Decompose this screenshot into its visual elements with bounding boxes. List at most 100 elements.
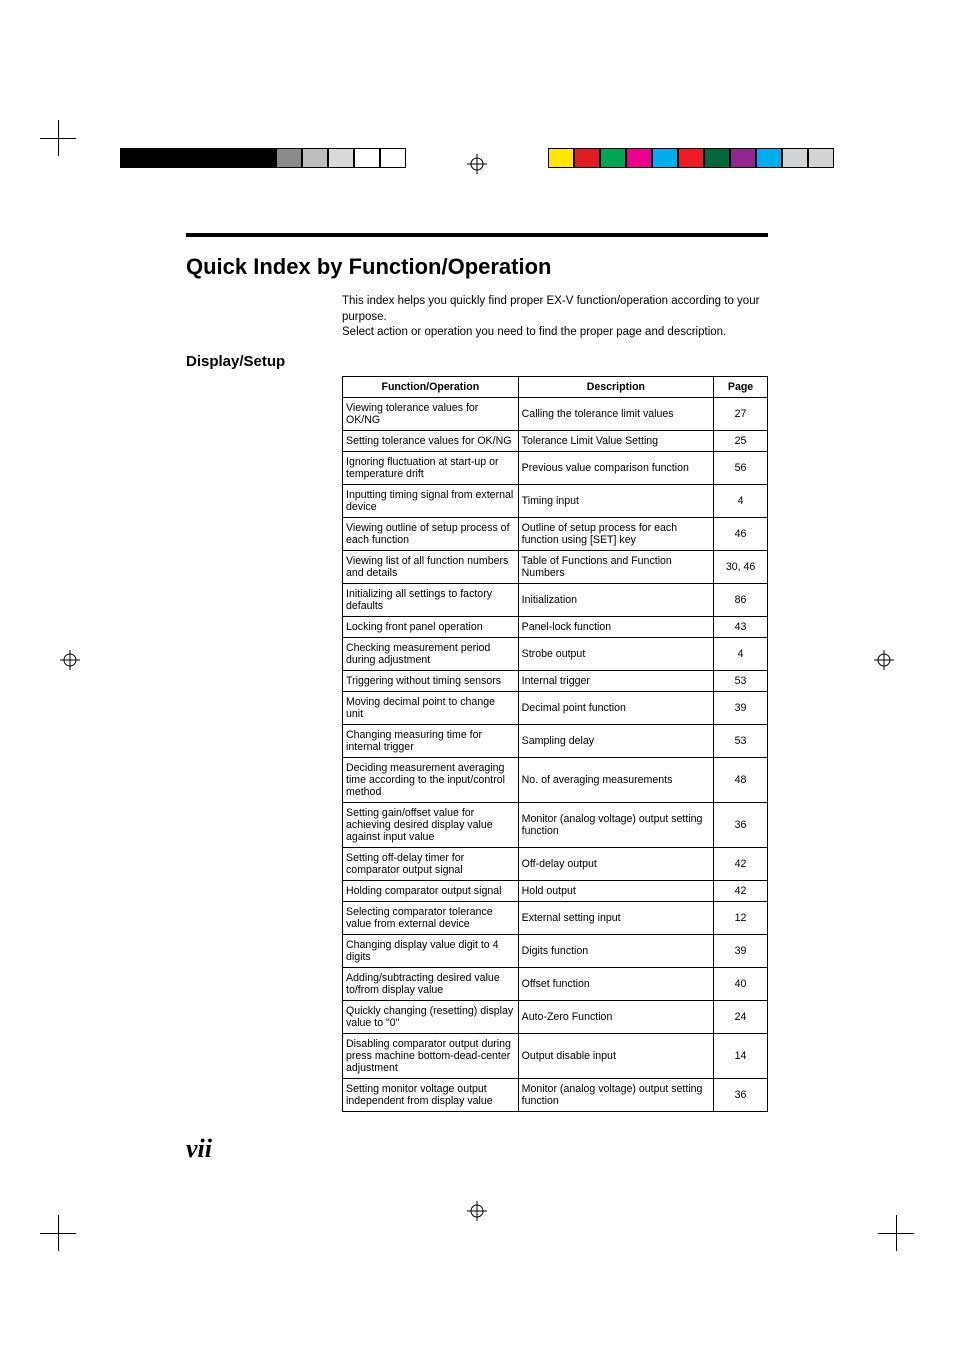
page-top-rule [186,233,768,237]
cell-function: Initializing all settings to factory def… [343,583,519,616]
index-table: Function/Operation Description Page View… [342,376,768,1112]
table-row: Viewing outline of setup process of each… [343,517,768,550]
cell-page: 24 [714,1000,768,1033]
color-swatch [652,148,678,168]
cell-description: Output disable input [518,1033,713,1078]
cell-description: Timing input [518,484,713,517]
cell-description: Decimal point function [518,691,713,724]
table-row: Adding/subtracting desired value to/from… [343,967,768,1000]
table-row: Disabling comparator output during press… [343,1033,768,1078]
cell-function: Setting gain/offset value for achieving … [343,802,519,847]
crop-mark-bottom-right [878,1235,914,1271]
cell-page: 42 [714,847,768,880]
table-row: Initializing all settings to factory def… [343,583,768,616]
cell-function: Viewing list of all function numbers and… [343,550,519,583]
color-swatch [626,148,652,168]
cell-function: Changing display value digit to 4 digits [343,934,519,967]
cell-function: Locking front panel operation [343,616,519,637]
cell-description: Table of Functions and Function Numbers [518,550,713,583]
crop-mark-bottom-left [40,1235,76,1271]
cell-page: 56 [714,451,768,484]
cell-page: 43 [714,616,768,637]
cell-function: Viewing outline of setup process of each… [343,517,519,550]
color-swatch [704,148,730,168]
registration-mark-right [874,650,894,670]
cell-page: 86 [714,583,768,616]
table-header-row: Function/Operation Description Page [343,376,768,397]
color-bar-left [120,148,406,168]
cell-function: Holding comparator output signal [343,880,519,901]
registration-mark-left [60,650,80,670]
cell-page: 39 [714,934,768,967]
table-body: Viewing tolerance values for OK/NGCallin… [343,397,768,1111]
table-row: Changing display value digit to 4 digits… [343,934,768,967]
table-row: Checking measurement period during adjus… [343,637,768,670]
cell-description: Hold output [518,880,713,901]
color-swatch [328,148,354,168]
cell-page: 42 [714,880,768,901]
cell-page: 36 [714,1078,768,1111]
color-swatch [354,148,380,168]
cell-page: 39 [714,691,768,724]
th-page: Page [714,376,768,397]
color-swatch [730,148,756,168]
table-row: Holding comparator output signalHold out… [343,880,768,901]
color-swatch [574,148,600,168]
cell-function: Deciding measurement averaging time acco… [343,757,519,802]
cell-function: Inputting timing signal from external de… [343,484,519,517]
table-row: Viewing tolerance values for OK/NGCallin… [343,397,768,430]
page-content: Quick Index by Function/Operation This i… [186,254,768,1112]
cell-function: Viewing tolerance values for OK/NG [343,397,519,430]
cell-function: Triggering without timing sensors [343,670,519,691]
table-row: Setting off-delay timer for comparator o… [343,847,768,880]
cell-function: Moving decimal point to change unit [343,691,519,724]
cell-page: 53 [714,670,768,691]
cell-page: 40 [714,967,768,1000]
cell-function: Setting off-delay timer for comparator o… [343,847,519,880]
table-row: Inputting timing signal from external de… [343,484,768,517]
cell-function: Checking measurement period during adjus… [343,637,519,670]
cell-description: Strobe output [518,637,713,670]
cell-page: 27 [714,397,768,430]
cell-page: 12 [714,901,768,934]
cell-description: Previous value comparison function [518,451,713,484]
cell-description: Sampling delay [518,724,713,757]
section-heading: Display/Setup [186,353,768,370]
color-swatch [276,148,302,168]
table-row: Changing measuring time for internal tri… [343,724,768,757]
color-swatch [600,148,626,168]
registration-mark-top [467,154,487,174]
index-table-wrapper: Function/Operation Description Page View… [342,376,768,1112]
cell-page: 46 [714,517,768,550]
color-swatch [678,148,704,168]
color-swatch [302,148,328,168]
cell-description: Panel-lock function [518,616,713,637]
table-row: Locking front panel operationPanel-lock … [343,616,768,637]
color-swatch [756,148,782,168]
cell-page: 30, 46 [714,550,768,583]
cell-function: Setting tolerance values for OK/NG [343,430,519,451]
cell-description: Calling the tolerance limit values [518,397,713,430]
cell-function: Selecting comparator tolerance value fro… [343,901,519,934]
page-number: vii [186,1134,212,1164]
intro-text: This index helps you quickly find proper… [342,294,768,341]
color-swatch [250,148,276,168]
cell-description: Initialization [518,583,713,616]
cell-page: 4 [714,637,768,670]
cell-description: Tolerance Limit Value Setting [518,430,713,451]
cell-page: 48 [714,757,768,802]
cell-function: Disabling comparator output during press… [343,1033,519,1078]
cell-description: Monitor (analog voltage) output setting … [518,802,713,847]
color-swatch [808,148,834,168]
table-row: Setting monitor voltage output independe… [343,1078,768,1111]
table-row: Viewing list of all function numbers and… [343,550,768,583]
cell-description: Offset function [518,967,713,1000]
page-title: Quick Index by Function/Operation [186,254,768,280]
color-bar-right [548,148,834,168]
color-swatch [548,148,574,168]
table-row: Setting tolerance values for OK/NGTolera… [343,430,768,451]
cell-page: 14 [714,1033,768,1078]
intro-line-2: Select action or operation you need to f… [342,326,726,338]
table-row: Setting gain/offset value for achieving … [343,802,768,847]
cell-description: Monitor (analog voltage) output setting … [518,1078,713,1111]
